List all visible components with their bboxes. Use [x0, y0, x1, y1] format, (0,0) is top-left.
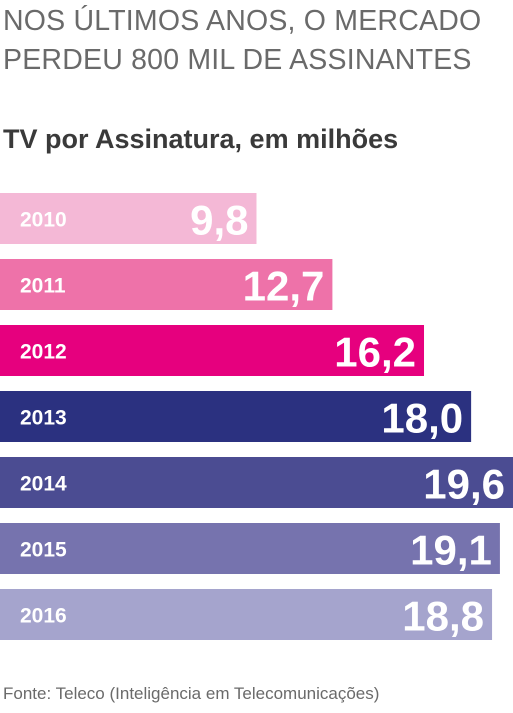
value-label-2015: 19,1 [410, 527, 492, 574]
bar-2011 [0, 259, 333, 310]
value-label-2014: 19,6 [423, 461, 505, 508]
category-label-2013: 2013 [20, 407, 67, 430]
headline: NOS ÚLTIMOS ANOS, O MERCADO PERDEU 800 M… [3, 5, 482, 76]
category-label-2010: 2010 [20, 209, 67, 232]
value-label-2016: 18,8 [402, 593, 484, 640]
bar-2012 [0, 325, 425, 376]
category-label-2012: 2012 [20, 341, 67, 364]
bar-2016 [0, 589, 493, 640]
bar-2015 [0, 523, 500, 574]
value-label-2013: 18,0 [381, 395, 463, 442]
chart-subtitle: TV por Assinatura, em milhões [3, 124, 399, 154]
bar-2010 [0, 193, 257, 244]
bar-2014 [0, 457, 513, 508]
category-label-2014: 2014 [20, 473, 67, 496]
category-label-2011: 2011 [20, 275, 66, 298]
value-label-2012: 16,2 [334, 329, 416, 376]
category-label-2015: 2015 [20, 539, 67, 562]
value-label-2010: 9,8 [190, 197, 248, 244]
value-label-2011: 12,7 [243, 263, 325, 310]
category-label-2016: 2016 [20, 605, 67, 628]
source-note: Fonte: Teleco (Inteligência em Telecomun… [3, 684, 380, 703]
bar-2013 [0, 391, 472, 442]
